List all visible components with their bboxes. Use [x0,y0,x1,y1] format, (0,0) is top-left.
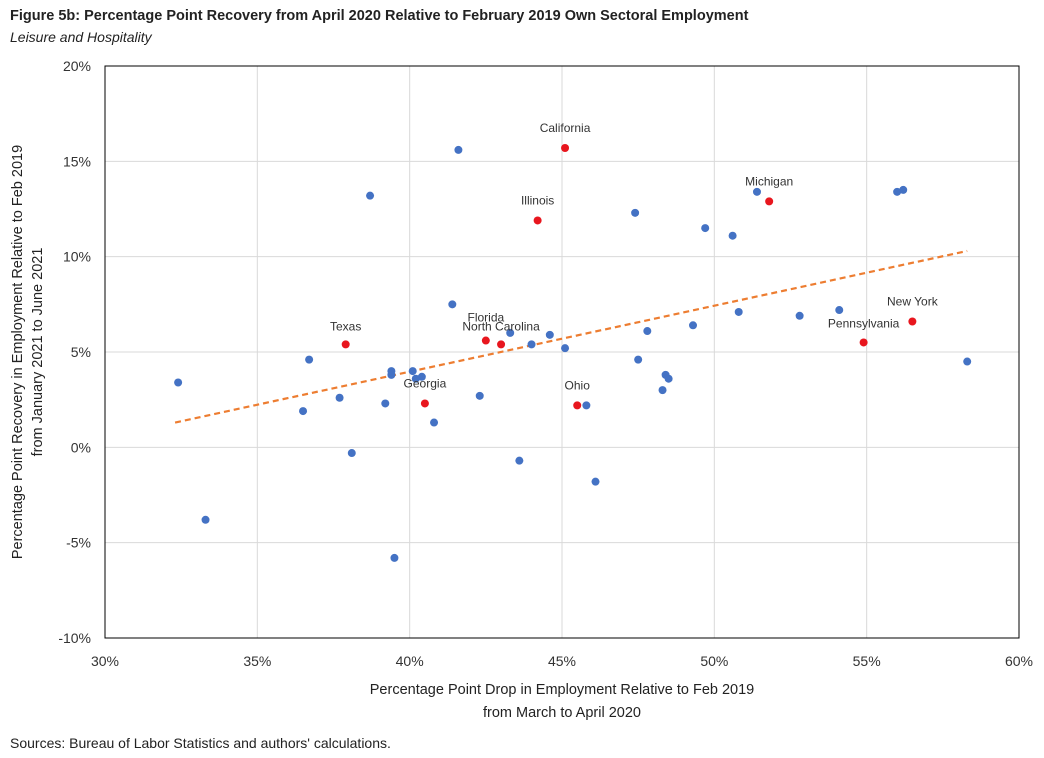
state-point [899,185,908,194]
x-tick-label: 45% [548,653,576,669]
state-point-label: California [540,121,591,135]
state-point [387,370,396,379]
state-point-label: North Carolina [462,319,540,333]
state-point [299,407,308,416]
state-point [689,321,698,330]
x-tick-label: 55% [853,653,881,669]
state-point [631,208,640,217]
state-point [417,372,426,381]
state-point [475,391,484,400]
state-point [634,355,643,364]
chart-title: Figure 5b: Percentage Point Recovery fro… [10,8,749,24]
state-point-label: Michigan [745,174,793,188]
state-point [835,306,844,315]
x-tick-label: 40% [396,653,424,669]
highlighted-state-point [908,317,917,326]
state-point [515,456,524,465]
state-point [408,367,417,376]
state-point [591,477,600,486]
data-points [174,143,972,562]
state-point [305,355,314,364]
state-point [347,449,356,458]
state-point [174,378,183,387]
state-point [893,187,902,196]
highlighted-state-point [420,399,429,408]
state-point [701,224,710,233]
state-point-label: Florida [467,311,504,325]
state-point [561,344,570,353]
state-point [448,300,457,309]
source-note: Sources: Bureau of Labor Statistics and … [10,735,391,751]
state-point-label: Illinois [521,193,554,207]
x-axis-title-line-1: Percentage Point Drop in Employment Rela… [370,682,754,698]
state-point-label: Ohio [565,378,591,392]
state-point [527,340,536,349]
highlighted-state-point [765,197,774,206]
x-axis-title-line-2: from March to April 2020 [483,705,641,721]
state-point [752,187,761,196]
state-point [963,357,972,366]
y-tick-label: -5% [66,535,91,551]
state-point [643,327,652,336]
x-tick-label: 60% [1005,653,1033,669]
y-axis-title-line-1: Percentage Point Recovery in Employment … [10,145,26,559]
state-point [430,418,439,427]
state-point [658,386,667,395]
y-tick-label: 20% [63,58,91,74]
highlighted-state-point [497,340,506,349]
state-point [734,307,743,316]
state-point [664,374,673,383]
highlighted-state-point [533,216,542,225]
axes [104,65,1020,639]
state-point [201,515,210,524]
y-tick-label: -10% [58,630,91,646]
trendline [174,249,968,424]
x-tick-label: 30% [91,653,119,669]
state-point [335,393,344,402]
plot-area-border [104,65,1020,639]
chart-subtitle: Leisure and Hospitality [10,29,152,45]
point-labels: California Michigan Illinois New York Pennsy… [330,121,939,392]
highlighted-state-point [573,401,582,410]
state-point [366,191,375,200]
state-point [795,311,804,320]
state-point [582,401,591,410]
state-point [411,374,420,383]
state-point [381,399,390,408]
trendline-group [174,249,968,424]
state-point [506,328,515,337]
scatter-chart: 30% 35% 40% 45% 50% 55% 60% -10% -5% 0% 5% 10% 15% 20… [10,58,1033,721]
state-point-label: Pennsylvania [828,316,900,330]
y-axis-title-line-2: from January 2021 to June 2021 [30,248,46,457]
state-point-label: New York [887,294,939,308]
highlighted-state-point [859,338,868,347]
grid-lines [105,66,1019,638]
highlighted-state-point [561,143,570,152]
state-point-label: Texas [330,319,361,333]
tick-labels: 30% 35% 40% 45% 50% 55% 60% -10% -5% 0% 5% 10% 15% 20… [58,58,1033,669]
state-point [728,231,737,240]
highlighted-state-point [481,336,490,345]
y-tick-label: 5% [71,344,91,360]
state-point [390,553,399,562]
state-point [454,145,463,154]
x-tick-label: 50% [700,653,728,669]
state-point [545,330,554,339]
y-tick-label: 10% [63,249,91,265]
y-tick-label: 0% [71,439,91,455]
x-tick-label: 35% [243,653,271,669]
state-point-label: Georgia [404,376,447,390]
y-tick-label: 15% [63,153,91,169]
highlighted-state-point [341,340,350,349]
